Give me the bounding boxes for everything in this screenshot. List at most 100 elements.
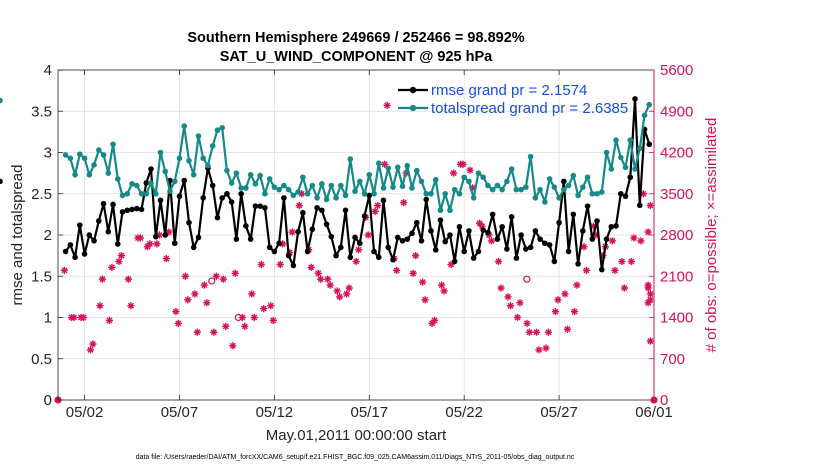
rmse-point: [375, 254, 382, 261]
obs-stroke: [258, 261, 265, 268]
obs-stroke: [611, 267, 618, 274]
totalspread-point: [304, 190, 311, 197]
rmse-point: [356, 240, 363, 247]
rmse-point: [504, 246, 510, 252]
rmse-point: [447, 232, 453, 238]
totalspread-point: [594, 190, 600, 197]
totalspread-point: [62, 152, 69, 158]
obs-assimilated-marker: [371, 207, 379, 216]
obs-possible-marker: [523, 275, 531, 283]
obs-stroke: [573, 282, 580, 289]
obs-assimilated-marker: [440, 287, 448, 295]
obs-assimilated-marker: [644, 299, 652, 307]
y-tick-label-right: 4900: [660, 103, 693, 120]
obs-assimilated-marker: [105, 316, 114, 325]
obs-assimilated-marker: [516, 299, 524, 307]
obs-assimilated-marker: [608, 237, 617, 245]
totalspread-point: [143, 190, 150, 197]
rmse-point: [608, 223, 615, 230]
obs-stroke: [571, 308, 578, 315]
obs-assimilated-marker: [343, 290, 351, 298]
y-axis-label-left: rmse and totalspread: [9, 165, 26, 306]
totalspread-point: [385, 165, 392, 171]
obs-assimilated-marker: [86, 346, 95, 354]
rmse-point: [124, 207, 131, 214]
obs-assimilated-marker: [561, 290, 569, 298]
rmse-point: [228, 199, 235, 205]
rmse-point: [262, 204, 268, 211]
obs-assimilated-marker: [108, 263, 116, 272]
totalspread-point: [380, 185, 387, 191]
totalspread-point: [584, 174, 591, 181]
obs-stroke: [346, 285, 353, 292]
rmse-point: [394, 234, 401, 241]
totalspread-point: [67, 155, 74, 162]
totalspread-point: [390, 184, 396, 190]
obs-stroke: [422, 296, 429, 303]
obs-assimilated-marker: [535, 346, 543, 354]
totalspread-point: [233, 170, 240, 176]
chart-subtitle: SAT_U_WIND_COMPONENT @ 925 hPa: [220, 49, 493, 65]
totalspread-point: [527, 153, 534, 160]
obs-assimilated-marker: [222, 322, 230, 330]
obs-assimilated-marker: [352, 257, 360, 266]
totalspread-point: [190, 171, 197, 178]
obs-assimilated-marker: [409, 269, 417, 277]
obs-stroke: [308, 264, 315, 271]
obs-assimilated-marker: [563, 325, 572, 333]
totalspread-point: [394, 164, 401, 171]
rmse-point: [342, 207, 349, 214]
totalspread-point: [347, 156, 354, 162]
rmse-point: [238, 190, 244, 197]
obs-stroke: [137, 234, 144, 241]
obs-assimilated-marker: [554, 296, 562, 304]
obs-assimilated-marker: [383, 101, 391, 109]
obs-stroke: [222, 323, 229, 330]
totalspread-point: [323, 196, 330, 203]
totalspread-point: [551, 184, 558, 190]
rmse-point: [157, 197, 164, 204]
rmse-point: [247, 236, 254, 242]
totalspread-point: [542, 199, 548, 205]
legend-rmse-label: rmse grand pr = 2.1574: [431, 82, 587, 99]
rmse-point: [96, 218, 102, 224]
totalspread-point: [281, 182, 287, 189]
observations-layer: [54, 101, 658, 404]
obs-stroke: [542, 345, 550, 352]
obs-stroke: [172, 308, 179, 315]
obs-assimilated-marker: [146, 240, 154, 248]
obs-assimilated-marker: [89, 340, 97, 348]
totalspread-point: [138, 190, 145, 197]
legend-spread-marker: [409, 104, 417, 112]
obs-assimilated-marker: [324, 275, 332, 283]
rmse-point: [451, 258, 458, 265]
totalspread-point: [238, 185, 244, 191]
totalspread-point: [328, 182, 335, 189]
rmse-point: [532, 228, 539, 234]
obs-stroke: [241, 323, 248, 330]
totalspread-point: [499, 186, 505, 193]
obs-assimilated-marker: [644, 228, 652, 236]
obs-stroke: [315, 270, 322, 277]
rmse-point: [380, 197, 387, 204]
rmse-point: [352, 234, 358, 241]
legend-rmse-marker: [409, 86, 417, 94]
obs-assimilated-marker: [115, 257, 123, 266]
y-tick-label-right: 0: [660, 392, 668, 409]
obs-assimilated-marker: [212, 272, 220, 280]
obs-assimilated-marker: [646, 337, 654, 345]
obs-stroke: [497, 285, 505, 292]
rmse-point: [214, 214, 221, 221]
rmse-point: [309, 226, 316, 233]
totalspread-point: [205, 162, 211, 169]
rmse-point: [266, 244, 273, 251]
obs-stroke: [365, 231, 372, 239]
totalspread-point: [243, 185, 249, 191]
obs-assimilated-marker: [333, 287, 341, 295]
obs-stroke: [645, 285, 652, 292]
totalspread-point: [162, 168, 169, 175]
rmse-point: [423, 196, 430, 203]
totalspread-point: [300, 174, 306, 181]
rmse-point: [300, 209, 306, 216]
obs-stroke: [479, 223, 486, 230]
